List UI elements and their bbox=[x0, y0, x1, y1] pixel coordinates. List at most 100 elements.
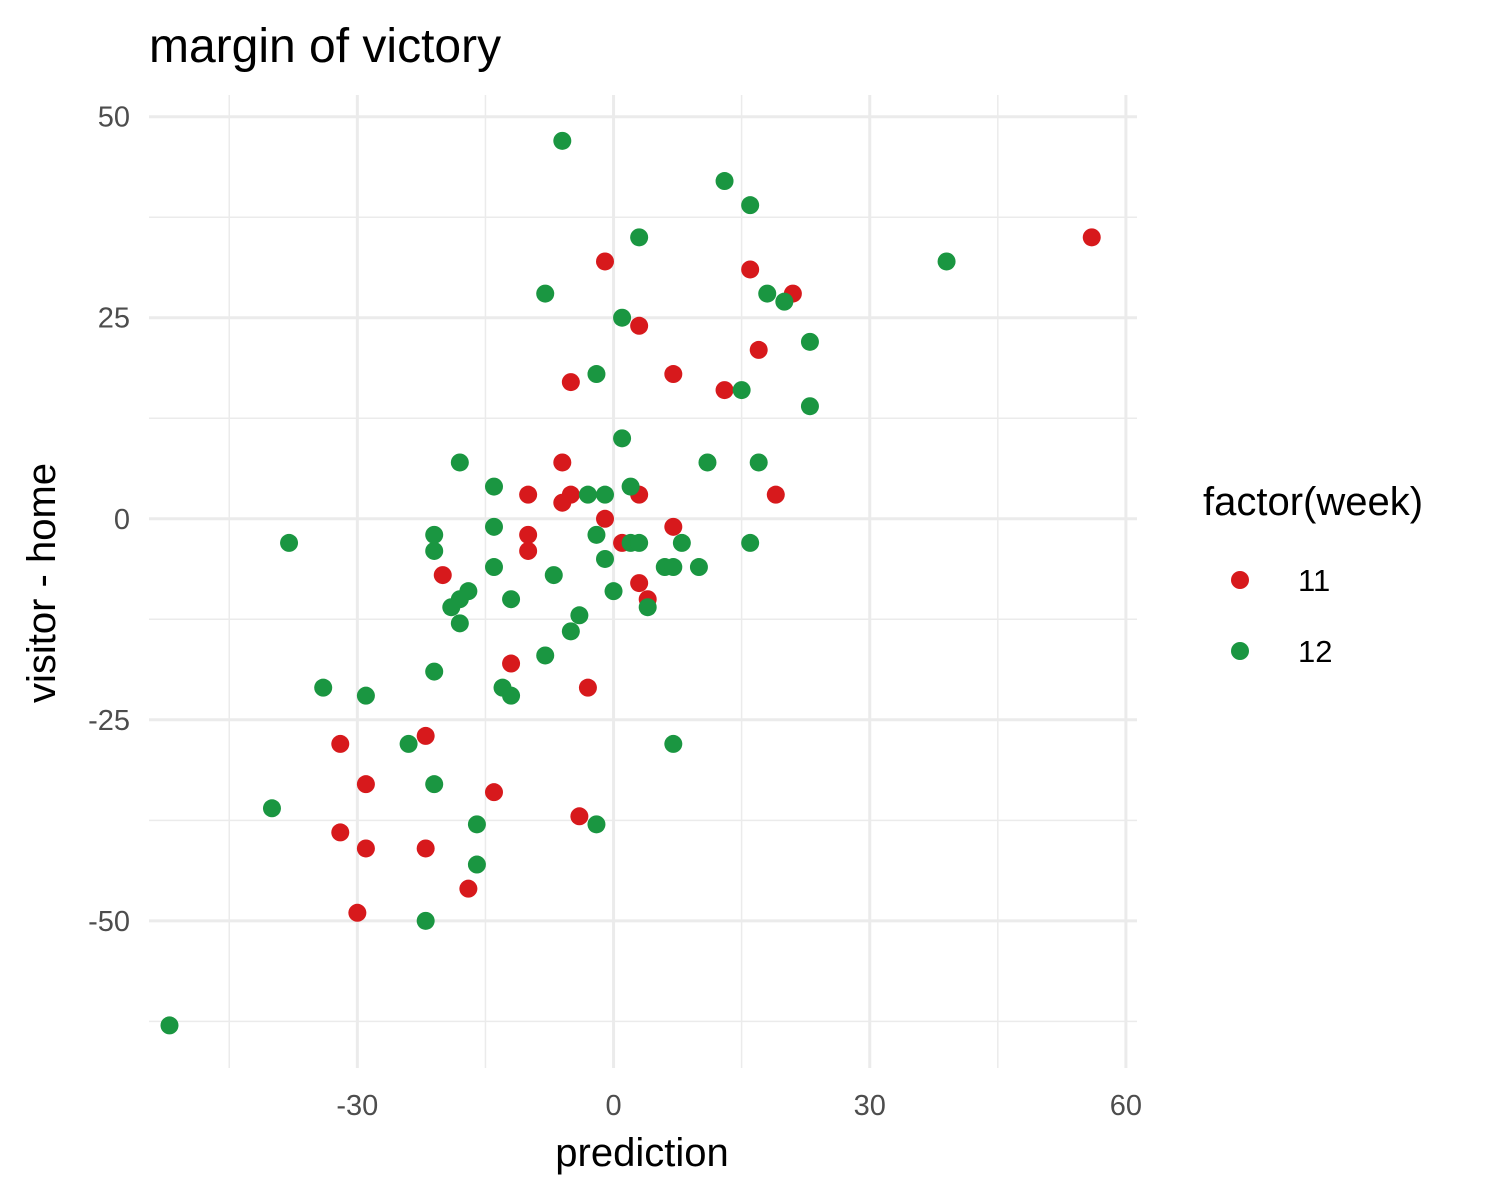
data-point-week-12 bbox=[749, 453, 768, 472]
data-point-week-11 bbox=[561, 373, 580, 392]
data-point-week-12 bbox=[484, 517, 503, 536]
data-point-week-11 bbox=[1082, 228, 1101, 247]
data-point-week-12 bbox=[544, 566, 563, 585]
data-point-week-11 bbox=[766, 485, 785, 504]
data-point-week-12 bbox=[425, 775, 444, 794]
data-point-week-12 bbox=[425, 525, 444, 544]
data-point-week-12 bbox=[596, 485, 614, 504]
data-point-week-12 bbox=[553, 131, 572, 150]
data-point-week-12 bbox=[672, 533, 691, 552]
chart-title: margin of victory bbox=[149, 20, 501, 73]
data-point-week-11 bbox=[519, 541, 538, 560]
data-point-week-12 bbox=[280, 533, 299, 552]
data-point-week-11 bbox=[519, 485, 538, 504]
data-point-week-12 bbox=[536, 284, 555, 303]
data-point-week-12 bbox=[356, 686, 375, 705]
data-point-week-11 bbox=[741, 260, 760, 279]
y-tick-label: -50 bbox=[88, 906, 130, 938]
data-point-week-12 bbox=[484, 558, 503, 577]
data-points bbox=[160, 131, 1101, 1035]
data-point-week-11 bbox=[356, 839, 375, 858]
data-point-week-12 bbox=[800, 397, 819, 416]
data-point-week-12 bbox=[937, 252, 956, 271]
data-point-week-11 bbox=[553, 453, 572, 472]
data-point-week-12 bbox=[160, 1016, 179, 1035]
data-point-week-12 bbox=[587, 525, 606, 544]
legend-label: 12 bbox=[1298, 634, 1332, 669]
legend-key-week-12 bbox=[1231, 642, 1249, 660]
data-point-week-12 bbox=[715, 172, 734, 191]
data-point-week-11 bbox=[416, 726, 435, 745]
data-point-week-12 bbox=[621, 477, 640, 496]
data-point-week-12 bbox=[314, 678, 333, 697]
data-point-week-11 bbox=[664, 365, 683, 384]
data-point-week-12 bbox=[416, 911, 435, 930]
legend-entries: 11 12 bbox=[1231, 563, 1332, 669]
legend-title: factor(week) bbox=[1203, 480, 1423, 524]
x-axis-ticks: -30 0 30 60 bbox=[336, 1090, 1142, 1122]
data-point-week-11 bbox=[331, 734, 350, 753]
data-point-week-11 bbox=[356, 775, 375, 794]
data-point-week-11 bbox=[596, 252, 614, 271]
data-point-week-12 bbox=[638, 598, 657, 617]
data-point-week-11 bbox=[630, 316, 649, 335]
data-point-week-12 bbox=[800, 332, 819, 351]
data-point-week-12 bbox=[561, 622, 580, 641]
y-tick-label: 25 bbox=[98, 303, 130, 335]
data-point-week-11 bbox=[715, 381, 734, 400]
x-tick-label: 60 bbox=[1110, 1090, 1142, 1122]
data-point-week-11 bbox=[553, 493, 572, 512]
data-point-week-12 bbox=[775, 292, 794, 311]
y-tick-label: 0 bbox=[114, 504, 130, 536]
y-axis-ticks: 50 25 0 -25 -50 bbox=[88, 102, 130, 938]
data-point-week-11 bbox=[749, 340, 768, 359]
data-point-week-11 bbox=[348, 903, 367, 922]
data-point-week-12 bbox=[596, 549, 614, 568]
data-point-week-12 bbox=[442, 598, 461, 617]
data-point-week-11 bbox=[331, 823, 350, 842]
data-point-week-12 bbox=[467, 855, 486, 874]
x-tick-label: 0 bbox=[605, 1090, 621, 1122]
legend-label: 11 bbox=[1298, 563, 1330, 598]
data-point-week-12 bbox=[425, 662, 444, 681]
data-point-week-12 bbox=[450, 614, 469, 633]
y-tick-label: 50 bbox=[98, 102, 130, 134]
data-point-week-12 bbox=[732, 381, 751, 400]
data-point-week-12 bbox=[570, 606, 589, 625]
data-point-week-12 bbox=[741, 533, 760, 552]
data-point-week-12 bbox=[399, 734, 418, 753]
data-point-week-11 bbox=[433, 566, 452, 585]
data-point-week-12 bbox=[613, 429, 632, 448]
data-point-week-12 bbox=[502, 590, 521, 609]
data-point-week-12 bbox=[502, 686, 521, 705]
data-point-week-12 bbox=[689, 558, 708, 577]
data-point-week-11 bbox=[519, 525, 538, 544]
grid bbox=[149, 95, 1137, 1068]
data-point-week-12 bbox=[604, 582, 623, 601]
data-point-week-12 bbox=[630, 228, 649, 247]
data-point-week-12 bbox=[613, 308, 632, 327]
data-point-week-12 bbox=[262, 799, 281, 818]
data-point-week-12 bbox=[664, 558, 683, 577]
data-point-week-12 bbox=[578, 485, 597, 504]
data-point-week-12 bbox=[450, 453, 469, 472]
y-tick-label: -25 bbox=[88, 705, 130, 737]
x-axis-title: prediction bbox=[555, 1131, 728, 1175]
data-point-week-11 bbox=[664, 517, 683, 536]
data-point-week-12 bbox=[758, 284, 777, 303]
x-tick-label: -30 bbox=[336, 1090, 378, 1122]
data-point-week-12 bbox=[664, 734, 683, 753]
data-point-week-11 bbox=[459, 879, 478, 898]
data-point-week-12 bbox=[484, 477, 503, 496]
data-point-week-11 bbox=[630, 574, 649, 593]
data-point-week-11 bbox=[596, 509, 614, 528]
data-point-week-12 bbox=[467, 815, 486, 834]
legend: factor(week) 11 12 bbox=[1203, 480, 1423, 669]
data-point-week-12 bbox=[741, 196, 760, 215]
data-point-week-11 bbox=[484, 783, 503, 802]
x-tick-label: 30 bbox=[854, 1090, 886, 1122]
data-point-week-11 bbox=[570, 807, 589, 826]
data-point-week-12 bbox=[536, 646, 555, 665]
